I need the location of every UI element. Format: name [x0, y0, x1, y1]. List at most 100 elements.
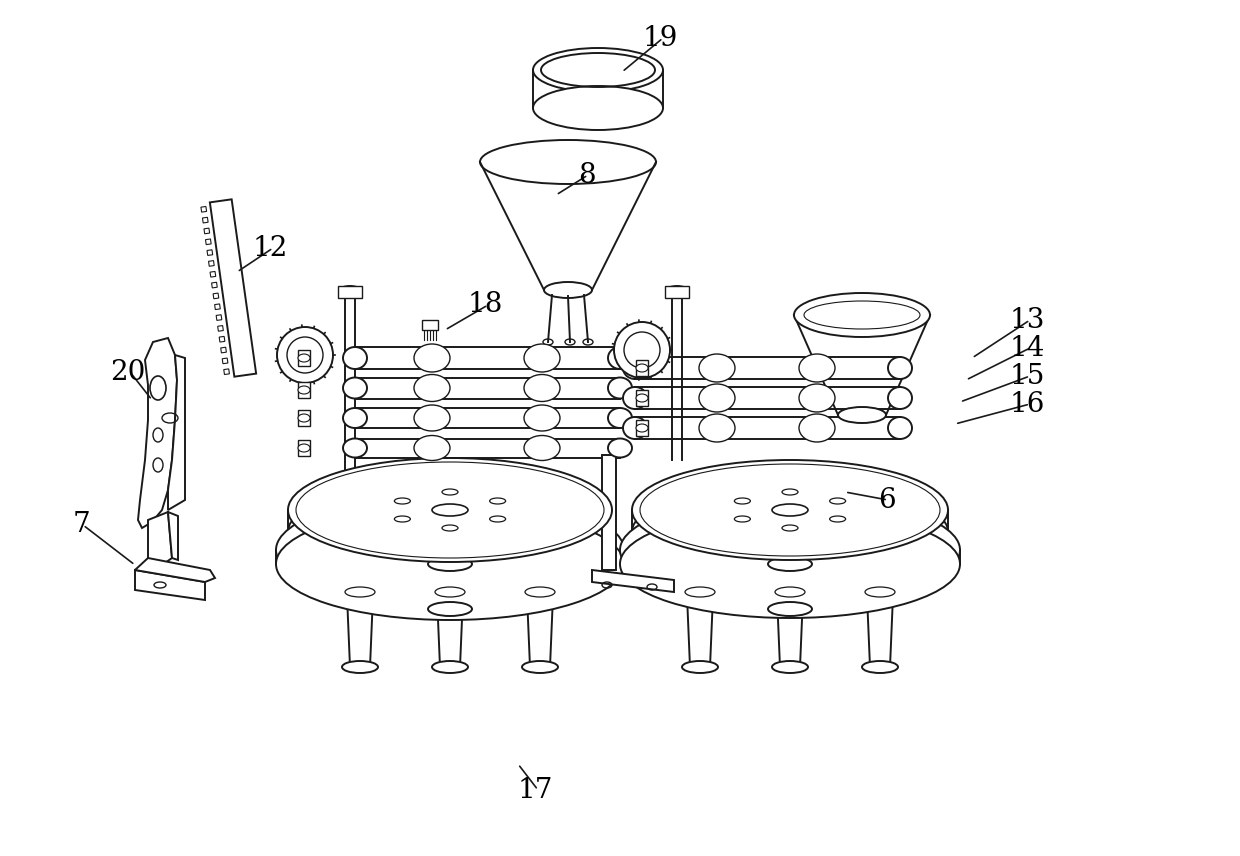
Ellipse shape	[782, 525, 799, 531]
Text: 17: 17	[518, 776, 553, 804]
Ellipse shape	[435, 587, 465, 597]
Ellipse shape	[343, 347, 367, 369]
Polygon shape	[212, 282, 217, 288]
Ellipse shape	[298, 414, 310, 422]
Ellipse shape	[345, 587, 374, 597]
Bar	[298, 382, 310, 398]
Ellipse shape	[525, 405, 560, 431]
Bar	[298, 350, 310, 366]
Ellipse shape	[888, 417, 911, 439]
Ellipse shape	[544, 282, 591, 298]
Bar	[298, 440, 310, 456]
Polygon shape	[206, 239, 211, 245]
Ellipse shape	[428, 557, 472, 571]
Ellipse shape	[636, 394, 649, 402]
Polygon shape	[222, 358, 228, 364]
Ellipse shape	[288, 480, 613, 584]
Ellipse shape	[734, 498, 750, 504]
Ellipse shape	[533, 48, 663, 92]
Bar	[665, 286, 689, 298]
Text: 7: 7	[73, 512, 91, 538]
Ellipse shape	[343, 438, 367, 457]
Ellipse shape	[298, 386, 310, 394]
Text: 14: 14	[1011, 335, 1045, 361]
Text: 6: 6	[878, 486, 895, 514]
Ellipse shape	[768, 602, 812, 616]
Ellipse shape	[636, 364, 649, 372]
Ellipse shape	[799, 354, 835, 382]
Ellipse shape	[428, 602, 472, 616]
Ellipse shape	[624, 332, 660, 368]
Ellipse shape	[277, 327, 334, 383]
Ellipse shape	[667, 286, 687, 294]
Text: 12: 12	[253, 235, 289, 261]
Ellipse shape	[432, 661, 467, 673]
Ellipse shape	[525, 436, 560, 461]
Polygon shape	[167, 355, 185, 510]
Bar	[636, 390, 649, 406]
Ellipse shape	[414, 405, 450, 431]
Ellipse shape	[286, 337, 322, 373]
Polygon shape	[167, 512, 179, 560]
Ellipse shape	[414, 375, 450, 401]
Ellipse shape	[794, 293, 930, 337]
Polygon shape	[208, 260, 215, 266]
Ellipse shape	[632, 482, 949, 582]
Polygon shape	[135, 558, 215, 582]
Ellipse shape	[525, 375, 560, 401]
Ellipse shape	[773, 504, 808, 516]
Polygon shape	[210, 271, 216, 277]
Polygon shape	[205, 229, 210, 234]
Polygon shape	[135, 570, 205, 600]
Ellipse shape	[888, 387, 911, 409]
Ellipse shape	[699, 384, 735, 412]
Ellipse shape	[838, 407, 887, 423]
Ellipse shape	[441, 525, 458, 531]
Bar	[298, 410, 310, 426]
Ellipse shape	[414, 344, 450, 372]
Text: 19: 19	[644, 25, 678, 51]
Ellipse shape	[830, 498, 846, 504]
Ellipse shape	[775, 587, 805, 597]
Ellipse shape	[490, 516, 506, 522]
Polygon shape	[216, 315, 222, 320]
Ellipse shape	[432, 504, 467, 516]
Polygon shape	[223, 369, 229, 375]
Ellipse shape	[608, 408, 632, 428]
Ellipse shape	[525, 344, 560, 372]
Ellipse shape	[682, 661, 718, 673]
Text: 18: 18	[467, 292, 503, 318]
Ellipse shape	[620, 496, 960, 604]
Text: 8: 8	[578, 162, 595, 188]
Ellipse shape	[342, 661, 378, 673]
Text: 13: 13	[1011, 306, 1045, 334]
Ellipse shape	[768, 557, 812, 571]
Polygon shape	[215, 304, 221, 310]
Ellipse shape	[298, 444, 310, 452]
Polygon shape	[148, 512, 172, 570]
Ellipse shape	[608, 438, 632, 457]
Polygon shape	[591, 570, 675, 592]
Polygon shape	[213, 293, 218, 299]
Ellipse shape	[699, 354, 735, 382]
Text: 15: 15	[1011, 362, 1045, 389]
Ellipse shape	[622, 417, 647, 439]
Polygon shape	[138, 338, 177, 528]
Ellipse shape	[277, 494, 624, 606]
Polygon shape	[210, 199, 257, 377]
Ellipse shape	[684, 587, 715, 597]
Ellipse shape	[441, 489, 458, 495]
Ellipse shape	[490, 498, 506, 504]
Bar	[339, 286, 362, 298]
Ellipse shape	[525, 587, 556, 597]
Polygon shape	[221, 348, 227, 353]
Polygon shape	[207, 250, 213, 255]
Ellipse shape	[622, 357, 647, 379]
Ellipse shape	[343, 377, 367, 399]
Ellipse shape	[414, 436, 450, 461]
Ellipse shape	[830, 516, 846, 522]
Ellipse shape	[888, 357, 911, 379]
Ellipse shape	[480, 140, 656, 184]
Ellipse shape	[394, 498, 410, 504]
Ellipse shape	[622, 387, 647, 409]
